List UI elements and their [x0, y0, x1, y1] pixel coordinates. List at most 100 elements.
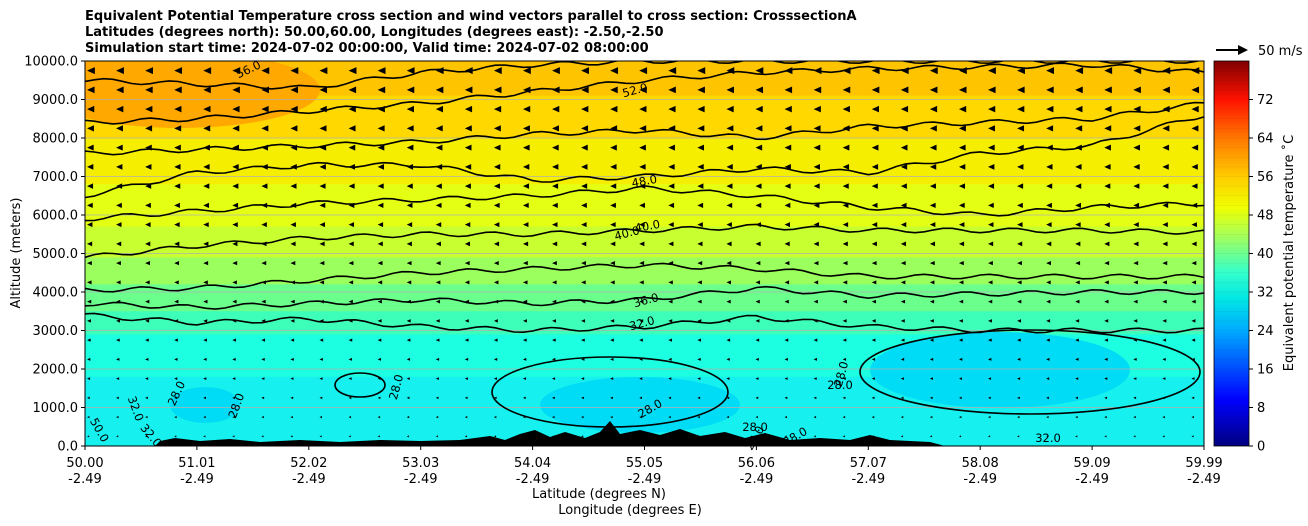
wind-vector — [319, 164, 326, 170]
wind-vector — [319, 280, 325, 285]
wind-vector — [1075, 86, 1083, 94]
wind-vector — [610, 86, 618, 94]
wind-vector — [1046, 67, 1054, 75]
wind-vector — [726, 280, 731, 285]
wind-vector — [87, 299, 92, 304]
wind-vector — [668, 105, 676, 113]
wind-vector — [145, 105, 153, 113]
wind-vector — [697, 416, 700, 419]
wind-vector — [1162, 280, 1167, 285]
wind-vector — [377, 319, 382, 323]
wind-vector — [958, 260, 964, 266]
wind-vector — [581, 435, 584, 438]
theta-e-field — [85, 61, 1204, 446]
wind-vector — [348, 144, 356, 151]
wind-vector — [842, 319, 847, 323]
wind-vector — [1162, 241, 1168, 247]
x-tick-label-lon: -2.49 — [963, 472, 997, 487]
y-axis-label: Altitude (meters) — [9, 198, 24, 309]
wind-vector — [871, 164, 879, 170]
contour-label: 36.0 — [632, 290, 660, 310]
wind-vector — [261, 396, 265, 400]
wind-vector — [1075, 222, 1081, 228]
wind-vector — [319, 125, 327, 132]
wind-vector — [668, 164, 675, 170]
wind-vector — [581, 125, 589, 132]
wind-vector — [784, 396, 788, 400]
wind-vector — [610, 357, 614, 361]
wind-vector — [464, 416, 468, 419]
wind-vector — [406, 319, 411, 323]
wind-vector — [87, 435, 90, 438]
wind-vector — [988, 357, 992, 361]
wind-vector — [348, 125, 356, 132]
wind-vector — [552, 280, 557, 285]
wind-vector — [726, 357, 730, 361]
wind-vector — [1191, 416, 1194, 419]
wind-vector — [174, 241, 180, 247]
wind-vector — [871, 144, 879, 151]
wind-vector — [406, 377, 410, 380]
wind-vector — [726, 125, 734, 132]
wind-vector — [552, 338, 556, 342]
wind-vector — [668, 319, 673, 323]
wind-vector — [1104, 435, 1107, 438]
wind-vector — [290, 280, 296, 285]
wind-vector — [87, 260, 92, 266]
wind-vector — [958, 222, 965, 228]
wind-vector — [1104, 86, 1112, 94]
wind-vector — [1017, 86, 1025, 94]
wind-vector — [435, 416, 439, 419]
wind-vector — [377, 280, 383, 285]
wind-vector — [116, 396, 119, 400]
wind-vector — [174, 357, 178, 361]
wind-vector — [1017, 396, 1020, 400]
wind-vector — [348, 67, 357, 75]
wind-vector — [581, 202, 587, 208]
wind-vector — [406, 260, 412, 266]
wind-vector — [755, 202, 762, 208]
wind-vector — [174, 338, 178, 342]
y-tick-label: 1000.0 — [33, 401, 79, 416]
x-tick-label-lon: -2.49 — [1075, 472, 1109, 487]
wind-vector — [639, 338, 643, 342]
wind-vector — [493, 164, 501, 170]
wind-vector — [552, 396, 555, 400]
wind-vector — [929, 435, 933, 438]
wind-vector — [929, 144, 937, 151]
wind-vector — [784, 319, 789, 323]
wind-vector — [1104, 222, 1110, 228]
wind-vector — [1104, 144, 1111, 151]
x-tick-label-lat: 56.06 — [738, 456, 775, 471]
wind-vector — [610, 299, 615, 304]
wind-vector — [552, 260, 557, 266]
wind-vector — [552, 67, 560, 75]
wind-vector — [464, 86, 473, 94]
colorbar-tick-label: 16 — [1257, 363, 1274, 378]
wind-vector — [203, 164, 210, 170]
wind-vector — [1104, 67, 1113, 75]
wind-vector — [261, 144, 269, 151]
wind-vector — [900, 280, 906, 285]
wind-vector — [900, 86, 909, 94]
wind-vector — [116, 183, 123, 189]
wind-vector — [988, 125, 995, 132]
wind-vector — [261, 67, 270, 75]
wind-vector — [232, 416, 235, 419]
contour-label: 52.0 — [621, 80, 649, 100]
x-tick-label-lat: 57.07 — [850, 456, 887, 471]
wind-vector — [1046, 202, 1052, 208]
wind-vector — [348, 202, 355, 208]
wind-vector — [464, 67, 473, 75]
y-tick-label: 10000.0 — [24, 55, 78, 70]
wind-vector — [1133, 105, 1141, 113]
wind-vector — [755, 338, 760, 342]
wind-vector — [145, 299, 150, 304]
terrain-silhouette — [155, 421, 945, 446]
wind-vector — [87, 144, 94, 151]
wind-vector — [290, 377, 294, 380]
wind-vector — [552, 357, 556, 361]
wind-key-arrow-head — [1238, 45, 1248, 55]
cold-pocket — [870, 332, 1130, 408]
wind-vector — [581, 86, 589, 94]
